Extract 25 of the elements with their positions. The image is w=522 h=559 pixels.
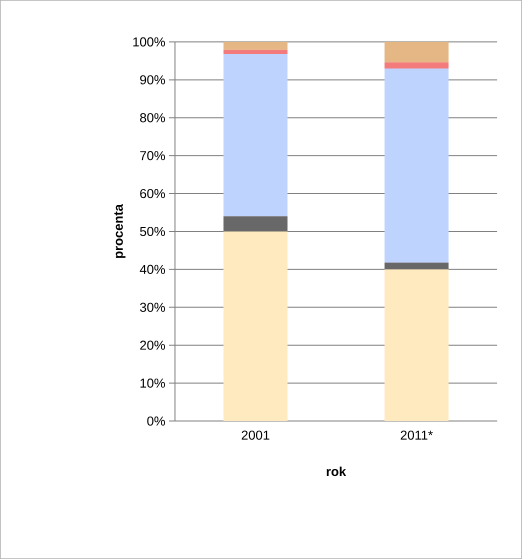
y-tick-label: 10%: [140, 378, 165, 388]
y-tick-label: 60%: [140, 188, 165, 198]
y-tick-label: 40%: [140, 264, 165, 274]
bar: [223, 42, 288, 50]
bar: [384, 68, 449, 263]
y-tick-label: 80%: [140, 113, 165, 122]
x-tick-label: 2011*: [400, 430, 433, 440]
y-tick-label: 50%: [140, 226, 165, 236]
y-tick-label: 0%: [147, 416, 165, 426]
y-tick-label: 100%: [133, 37, 165, 46]
bar: [384, 269, 449, 422]
y-axis-title: procenta: [114, 204, 126, 258]
y-tick-label: 20%: [140, 340, 165, 350]
x-tick-label: 2001: [242, 430, 270, 440]
bar: [223, 231, 288, 422]
bar: [223, 50, 288, 54]
bar: [223, 216, 288, 232]
bar: [223, 54, 288, 216]
y-tick-label: 30%: [140, 302, 165, 312]
bar: [384, 42, 449, 62]
x-axis-title: rok: [326, 466, 346, 476]
y-tick-label: 70%: [140, 151, 165, 160]
y-tick-label: 90%: [140, 75, 165, 84]
bar: [384, 62, 449, 68]
bar: [384, 262, 449, 270]
